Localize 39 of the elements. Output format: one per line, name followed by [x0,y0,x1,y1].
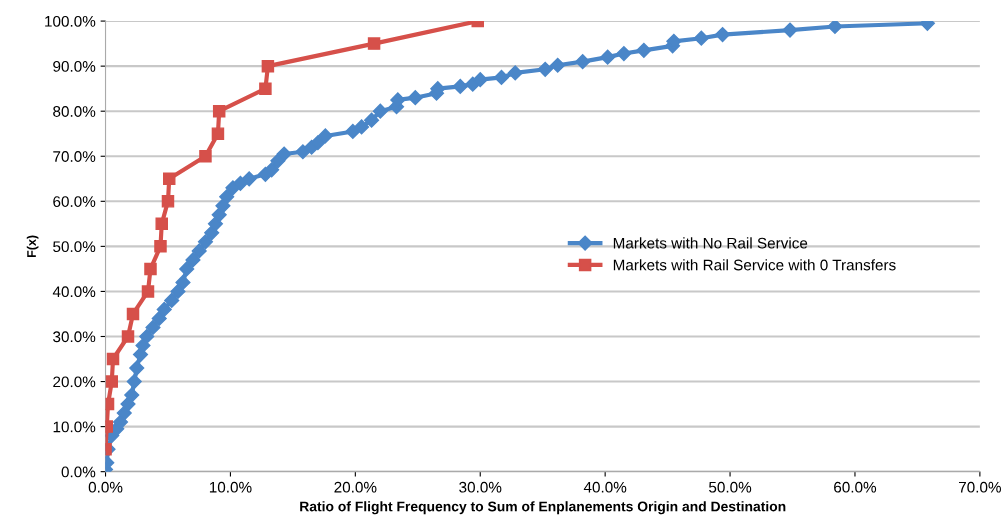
point [199,150,212,163]
point [154,240,167,253]
point [155,217,168,231]
point [367,37,381,50]
x-tick-label: 40.0% [583,481,627,493]
point [162,172,176,186]
point [211,127,225,140]
y-tick-label: 70.0% [53,151,96,162]
x-tick-label: 60.0% [834,481,877,493]
y-axis-title: F(x) [26,235,39,257]
x-axis-title: Ratio of Flight Frequency to Sum of Enplanements Origin and Destination [300,501,786,515]
y-tick-label: 40.0% [52,286,96,298]
point [105,375,119,388]
y-tick-label: 50.0% [53,241,96,253]
y-tick-label: 10.0% [53,421,96,433]
x-tick-label: 0.0% [88,481,123,493]
point [106,352,120,366]
y-tick-label: 30.0% [53,331,96,343]
point [261,59,275,73]
point [259,82,272,95]
y-tick-label: 0.0% [61,466,96,478]
x-tick-label: 20.0% [334,481,377,493]
y-tick-label: 20.0% [53,376,96,388]
point [126,307,140,321]
legend-label: Markets with No Rail Service [613,237,808,249]
point [144,262,157,276]
x-tick-label: 10.0% [209,481,252,493]
x-tick-label: 70.0% [959,481,1001,493]
x-tick-label: 30.0% [459,481,502,493]
point [161,195,175,208]
y-tick-label: 60.0% [53,196,96,207]
y-tick-label: 90.0% [53,61,96,72]
legend-label: Markets with Rail Service with 0 Transfers [613,259,896,271]
point [121,330,135,343]
y-tick-label: 80.0% [53,106,96,117]
point [141,285,155,298]
y-tick-label: 100.0% [45,15,96,27]
x-tick-label: 50.0% [709,481,752,493]
point [212,104,226,118]
